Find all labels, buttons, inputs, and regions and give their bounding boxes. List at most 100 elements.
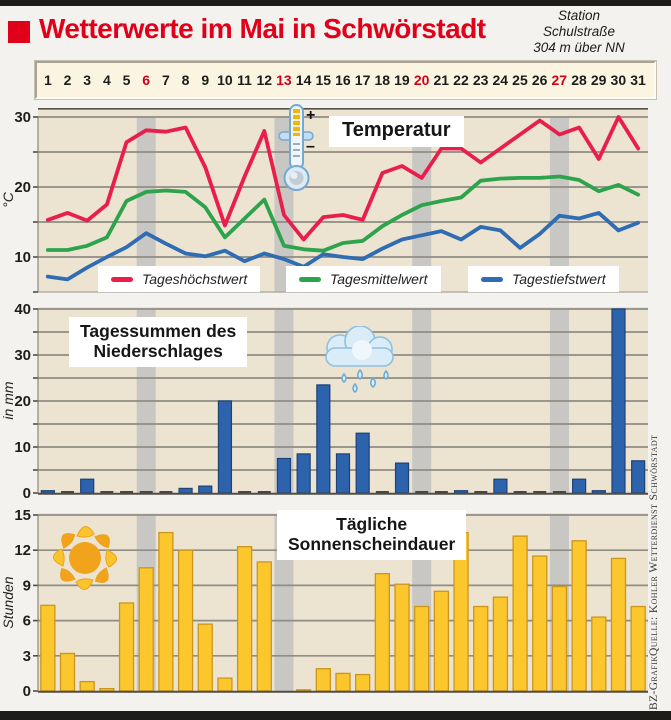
rain-bar-day-9: [198, 485, 213, 494]
rain-bar-day-14: [296, 453, 311, 494]
sunshine-bar-day-23: [473, 605, 489, 692]
sunshine-bar-day-31: [630, 605, 646, 692]
sunshine-ytick-label: 12: [14, 542, 31, 559]
page-title: Wetterwerte im Mai in Schwörstadt: [39, 13, 486, 44]
day-label: 26: [531, 72, 548, 88]
sunshine-bar-day-12: [256, 561, 272, 692]
sunshine-bar-day-16: [335, 672, 351, 692]
rain-bar-day-13: [276, 457, 292, 494]
sunshine-ytick-label: 0: [23, 683, 31, 700]
day-label: 16: [335, 72, 351, 88]
rain-bar-day-17: [355, 432, 370, 494]
day-label: 17: [354, 72, 371, 88]
zero-dash: [238, 491, 252, 494]
zero-dash: [375, 491, 389, 494]
day-axis-row: 1 2 3 4 5 6 7 8 9 10 11 12 13 14 15 16 17 18 19 20 21 22 23 24 2…: [34, 60, 657, 100]
sunshine-bar-day-18: [374, 573, 391, 692]
sunshine-bar-day-1: [40, 604, 56, 692]
sun-ray: [94, 534, 110, 548]
rain-bar-day-1: [40, 490, 55, 494]
day-label: 25: [512, 72, 528, 88]
sunshine-ytick-label: 3: [23, 648, 31, 665]
zero-dash: [100, 491, 114, 494]
day-label: 3: [83, 72, 92, 88]
rain-bar-day-24: [493, 478, 508, 494]
sunshine-ytick-label: 9: [23, 577, 31, 594]
legend-daily-max: Tageshöchstwert: [98, 266, 261, 292]
sunshine-bar-day-4: [99, 688, 115, 692]
precipitation-chart-title: Tagessummen des Niederschlages: [69, 317, 248, 367]
rain-bar-day-15: [316, 384, 331, 494]
temperature-ylabel: °C: [0, 191, 16, 208]
zero-dash: [120, 491, 134, 494]
day-axis-cells: 1 2 3 4 5 6 7 8 9 10 11 12 13 14 15 16 17 18 19 20 21 22 23 24 2…: [38, 63, 648, 97]
legend-daily-mean: Tagesmittelwert: [286, 266, 441, 292]
sunday-band: [549, 117, 569, 292]
legend-daily-min-label: Tagestiefstwert: [512, 271, 606, 287]
sunshine-bar-day-9: [197, 623, 213, 692]
rain-bar-day-22: [453, 490, 469, 494]
sun-ray: [95, 567, 109, 583]
day-label: 5: [122, 72, 131, 88]
sun-ray: [75, 578, 94, 590]
day-label: 14: [295, 72, 312, 88]
day-label: 7: [161, 72, 170, 88]
sun-ray: [53, 548, 65, 567]
sunshine-bar-day-17: [355, 673, 371, 692]
rain-bar-day-30: [611, 308, 626, 494]
sunshine-bar-day-10: [217, 677, 233, 692]
sunshine-bar-day-15: [315, 668, 331, 692]
credit-grafik: BZ-Grafik: [648, 655, 660, 710]
day-label: 30: [610, 72, 627, 88]
rain-bar-day-16: [335, 453, 351, 494]
day-label: 29: [590, 72, 607, 88]
station-line: Station: [557, 8, 601, 23]
day-label: 9: [201, 72, 210, 88]
sunshine-bar-day-24: [492, 596, 509, 692]
green-line-swatch: [299, 276, 321, 282]
sunshine-bar-day-6: [138, 567, 154, 692]
rain-bar-day-10: [217, 400, 233, 494]
sunshine-bar-day-11: [236, 546, 253, 692]
zero-dash: [474, 491, 488, 494]
legend-daily-min: Tagestiefstwert: [468, 266, 619, 292]
sunday-band: [136, 117, 156, 292]
station-line: 304 m über NN: [533, 40, 625, 55]
zero-dash: [415, 491, 429, 494]
rain-bar-day-29: [591, 490, 606, 494]
credit-line: BZ-GrafikQuelle: Kohler Wetterdienst Sch…: [648, 316, 669, 710]
line-Tageshöchstwert: [45, 115, 641, 242]
sunshine-ytick-label: 15: [14, 507, 31, 524]
sunshine-bar-day-7: [158, 531, 174, 692]
rain-bar-day-19: [394, 462, 410, 494]
zero-dash: [61, 491, 75, 494]
zero-dash: [257, 491, 271, 494]
sun-ray: [76, 526, 95, 538]
rain-bar-day-28: [572, 478, 587, 494]
temperature-chart-title: Temperatur: [329, 116, 464, 147]
day-label: 23: [472, 72, 489, 88]
rain-bar-day-3: [80, 478, 95, 494]
day-label: 11: [237, 72, 252, 88]
sun-ray: [105, 549, 117, 568]
zero-dash: [513, 491, 527, 494]
red-line-swatch: [111, 276, 133, 282]
sunshine-bar-day-21: [433, 590, 450, 692]
rain-cloud-icon: [325, 326, 394, 393]
zero-dash: [159, 491, 173, 494]
day-label: 27: [551, 72, 568, 88]
line-Tagestiefstwert: [45, 210, 641, 282]
rain-bar-day-8: [178, 487, 193, 494]
station-line: Schulstraße: [542, 24, 616, 39]
sun-icon: [53, 526, 117, 590]
bottom-black-bar: [0, 711, 671, 720]
day-label: 24: [492, 72, 509, 88]
sun-ray: [60, 568, 76, 582]
sunshine-bar-day-27: [551, 585, 568, 692]
precipitation-ytick-label: 10: [14, 439, 31, 456]
sunshine-bar-day-2: [59, 652, 76, 692]
temperature-ytick-label: 30: [14, 109, 31, 126]
precipitation-ytick-label: 30: [14, 347, 31, 364]
zero-dash: [533, 491, 547, 494]
